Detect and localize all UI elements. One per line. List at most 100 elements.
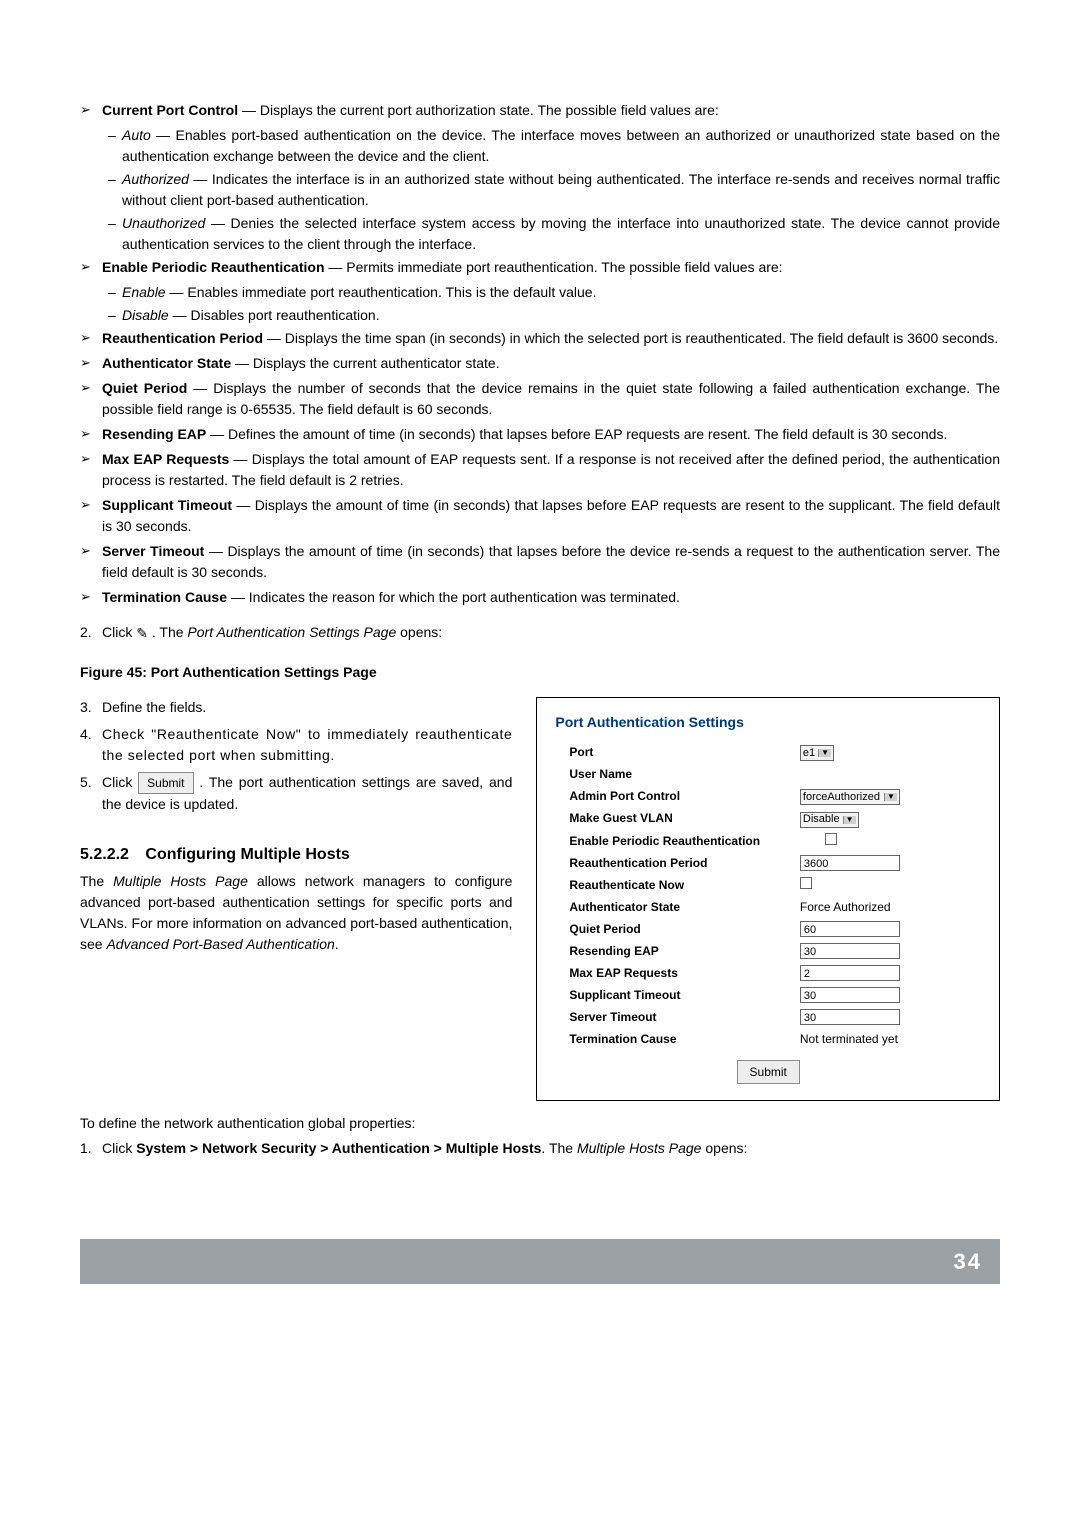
bullet-label: Enable Periodic Reauthentication <box>102 259 325 275</box>
label-maxeap: Max EAP Requests <box>569 964 800 982</box>
value-reauthn[interactable] <box>800 876 981 894</box>
bullet-label: Quiet Period <box>102 380 187 396</box>
bullet-label: Reauthentication Period <box>102 330 263 346</box>
row-supp: Supplicant Timeout 30 <box>569 986 981 1004</box>
step-2-post: . The <box>152 624 188 640</box>
bottom-s1b: System > Network Security > Authenticati… <box>136 1140 541 1156</box>
value-periodic[interactable] <box>825 832 981 850</box>
bullet-desc: — Displays the total amount of EAP reque… <box>102 451 1000 488</box>
sub-dash: – <box>108 169 122 211</box>
step-2-pre: Click <box>102 624 136 640</box>
bullet-label: Supplicant Timeout <box>102 497 232 513</box>
bullet-body: Supplicant Timeout — Displays the amount… <box>102 495 1000 537</box>
step-4-number: 4. <box>80 724 102 766</box>
value-term: Not terminated yet <box>800 1030 981 1048</box>
bullet-sub-item: –Enable — Enables immediate port reauthe… <box>80 282 1000 303</box>
bullet-label: Server Timeout <box>102 543 204 559</box>
sub-body: Authorized — Indicates the interface is … <box>122 169 1000 211</box>
label-quiet: Quiet Period <box>569 920 800 938</box>
value-supp[interactable]: 30 <box>800 986 981 1004</box>
bullet-desc: — Displays the current port authorizatio… <box>238 102 719 118</box>
row-reap: Resending EAP 30 <box>569 942 981 960</box>
value-quiet[interactable]: 60 <box>800 920 981 938</box>
bullet-body: Server Timeout — Displays the amount of … <box>102 541 1000 583</box>
definition-list: ➢Current Port Control — Displays the cur… <box>80 100 1000 608</box>
step-3-number: 3. <box>80 697 102 718</box>
label-periodic: Enable Periodic Reauthentication <box>569 832 824 850</box>
value-reap[interactable]: 30 <box>800 942 981 960</box>
value-guest[interactable]: Disable▼ <box>800 809 981 827</box>
step-2-list: 2. Click ✎ . The Port Authentication Set… <box>80 622 1000 644</box>
sub-body: Unauthorized — Denies the selected inter… <box>122 213 1000 255</box>
bullet-arrow-icon: ➢ <box>80 257 102 278</box>
sub-dash: – <box>108 125 122 167</box>
sub-text: — Disables port reauthentication. <box>169 307 380 323</box>
sub-em: Authorized <box>122 171 189 187</box>
edit-icon: ✎ <box>136 623 148 644</box>
label-term: Termination Cause <box>569 1030 800 1048</box>
bullet-body: Termination Cause — Indicates the reason… <box>102 587 1000 608</box>
bullet-body: Current Port Control — Displays the curr… <box>102 100 1000 121</box>
bullet-item: ➢Supplicant Timeout — Displays the amoun… <box>80 495 1000 537</box>
step-3-body: Define the fields. <box>102 697 512 718</box>
bullet-item: ➢Enable Periodic Reauthentication — Perm… <box>80 257 1000 278</box>
step-4-body: Check "Reauthenticate Now" to immediatel… <box>102 724 512 766</box>
bullet-item: ➢Quiet Period — Displays the number of s… <box>80 378 1000 420</box>
bullet-arrow-icon: ➢ <box>80 100 102 121</box>
sub-em: Disable <box>122 307 169 323</box>
section-p1-em2: Advanced Port-Based Authentication <box>106 936 334 952</box>
value-port[interactable]: e1▼ <box>800 743 981 761</box>
label-supp: Supplicant Timeout <box>569 986 800 1004</box>
value-admin[interactable]: forceAuthorized▼ <box>800 787 981 805</box>
submit-button-inline[interactable]: Submit <box>138 772 193 794</box>
figure-caption: Figure 45: Port Authentication Settings … <box>80 662 1000 683</box>
row-periodic: Enable Periodic Reauthentication <box>569 832 981 850</box>
bullet-desc: — Displays the amount of time (in second… <box>102 543 1000 580</box>
row-user: User Name <box>569 765 981 783</box>
section-p1-em: Multiple Hosts Page <box>113 873 248 889</box>
bullet-body: Reauthentication Period — Displays the t… <box>102 328 1000 349</box>
row-quiet: Quiet Period 60 <box>569 920 981 938</box>
section-number: 5.2.2.2 <box>80 846 129 863</box>
bullet-item: ➢Termination Cause — Indicates the reaso… <box>80 587 1000 608</box>
page-number: 34 <box>80 1239 1000 1284</box>
panel-submit-button[interactable]: Submit <box>737 1060 800 1084</box>
bullet-item: ➢Reauthentication Period — Displays the … <box>80 328 1000 349</box>
sub-em: Unauthorized <box>122 215 205 231</box>
bottom-step-1-body: Click System > Network Security > Authen… <box>102 1138 1000 1159</box>
sub-text: — Denies the selected interface system a… <box>122 215 1000 252</box>
bullet-desc: — Permits immediate port reauthenticatio… <box>325 259 783 275</box>
section-p1c: . <box>335 936 339 952</box>
bullet-arrow-icon: ➢ <box>80 449 102 491</box>
bottom-step-1: 1. Click System > Network Security > Aut… <box>80 1138 1000 1159</box>
bullet-arrow-icon: ➢ <box>80 587 102 608</box>
label-user: User Name <box>569 765 800 783</box>
panel-submit-wrap: Submit <box>555 1060 981 1084</box>
row-maxeap: Max EAP Requests 2 <box>569 964 981 982</box>
step-5-pre: Click <box>102 774 138 790</box>
panel-title: Port Authentication Settings <box>555 712 981 733</box>
value-maxeap[interactable]: 2 <box>800 964 981 982</box>
label-authst: Authenticator State <box>569 898 800 916</box>
bottom-s1c: . The <box>541 1140 577 1156</box>
bullet-desc: — Displays the number of seconds that th… <box>102 380 1000 417</box>
port-auth-settings-panel: Port Authentication Settings Port e1▼ Us… <box>536 697 1000 1101</box>
bullet-sub-item: –Auto — Enables port-based authenticatio… <box>80 125 1000 167</box>
section-title: Configuring Multiple Hosts <box>145 846 349 863</box>
value-serv[interactable]: 30 <box>800 1008 981 1026</box>
bullet-label: Current Port Control <box>102 102 238 118</box>
bullet-body: Authenticator State — Displays the curre… <box>102 353 1000 374</box>
value-reauthp[interactable]: 3600 <box>800 854 981 872</box>
bullet-sub-item: –Disable — Disables port reauthenticatio… <box>80 305 1000 326</box>
bullet-desc: — Displays the time span (in seconds) in… <box>263 330 998 346</box>
bullet-arrow-icon: ➢ <box>80 541 102 583</box>
label-reauthp: Reauthentication Period <box>569 854 800 872</box>
bullet-label: Termination Cause <box>102 589 227 605</box>
row-serv: Server Timeout 30 <box>569 1008 981 1026</box>
step-3: 3. Define the fields. <box>80 697 512 718</box>
sub-body: Auto — Enables port-based authentication… <box>122 125 1000 167</box>
sub-dash: – <box>108 282 122 303</box>
step-2-page-name: Port Authentication Settings Page <box>187 624 396 640</box>
label-port: Port <box>569 743 800 761</box>
row-authst: Authenticator State Force Authorized <box>569 898 981 916</box>
